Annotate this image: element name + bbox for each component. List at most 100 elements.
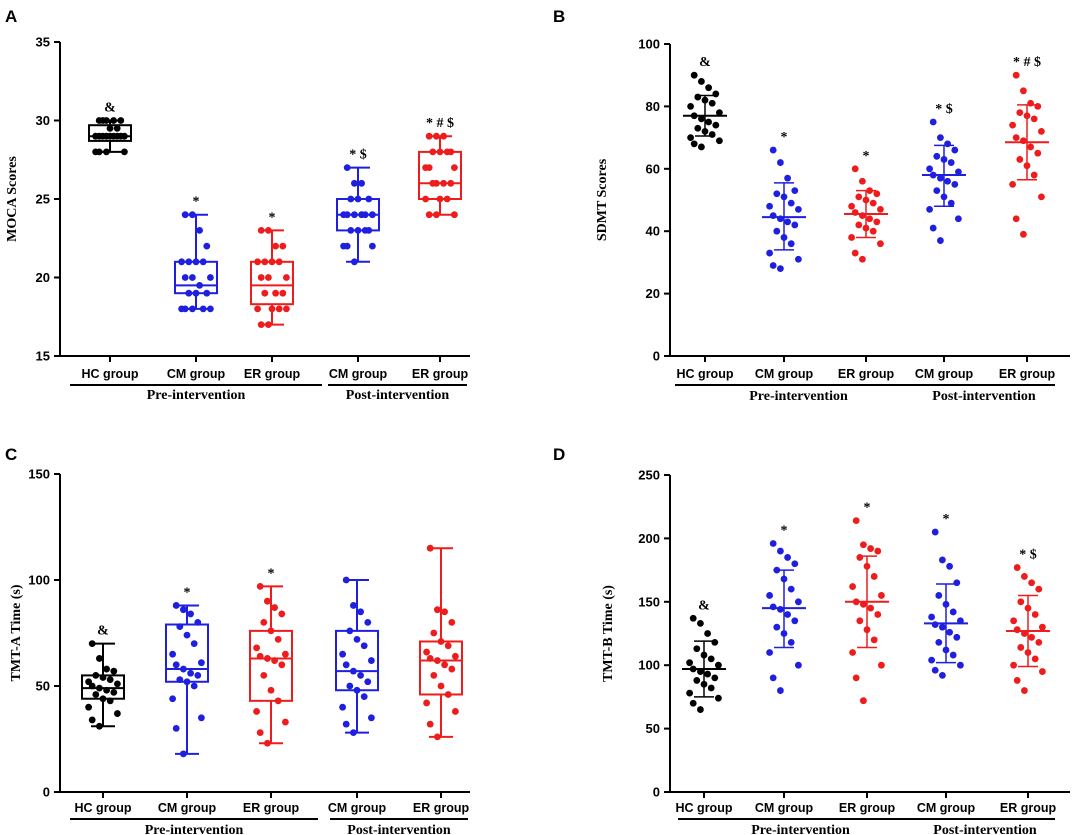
data-point (354, 227, 362, 234)
y-tick-label: 150 (28, 467, 50, 482)
data-point (766, 649, 773, 656)
group-3: * ER group (838, 149, 895, 381)
data-point (447, 179, 455, 187)
data-point (863, 562, 871, 570)
y-tick-label: 0 (653, 785, 660, 800)
data-point (949, 651, 957, 659)
x-category-label: ER group (412, 367, 469, 381)
data-point (931, 666, 939, 674)
data-point (339, 650, 346, 658)
group-1: & HC group (82, 101, 139, 382)
data-point (951, 146, 959, 154)
group-label: Pre-intervention (145, 823, 244, 835)
x-category-label: HC group (82, 367, 139, 381)
data-point (773, 190, 781, 198)
group-2: * CM group (755, 130, 814, 381)
data-point (946, 628, 953, 636)
data-point (874, 547, 882, 555)
data-point (689, 614, 697, 622)
data-point (426, 655, 434, 662)
data-point (256, 729, 264, 737)
data-point (436, 195, 444, 203)
data-point (791, 187, 799, 195)
data-point (860, 697, 867, 705)
data-point (99, 117, 107, 124)
data-point (935, 592, 943, 599)
data-point (198, 659, 205, 667)
data-point (172, 725, 180, 732)
data-point (855, 221, 863, 229)
panel-B: B SDMT Scores 0 20 40 60 80 100 & HC group * CM gro… (553, 7, 1070, 404)
data-point (870, 573, 878, 580)
data-point (342, 576, 350, 584)
data-point (944, 177, 951, 185)
data-point (117, 117, 125, 124)
y-tick-label: 100 (638, 37, 660, 52)
group-4: * $ CM group (329, 148, 388, 381)
data-point (787, 240, 795, 248)
data-point (867, 604, 874, 612)
data-point (690, 140, 698, 148)
group-4: CM group (328, 576, 387, 815)
data-point (769, 146, 777, 154)
data-point (256, 652, 264, 660)
significance-label: * (864, 501, 871, 516)
group-label: Post-intervention (932, 389, 1036, 404)
data-point (855, 193, 863, 201)
data-point (189, 211, 196, 219)
data-point (931, 621, 939, 629)
data-point (777, 606, 784, 613)
data-point (423, 699, 430, 707)
data-point (443, 148, 451, 156)
data-point (773, 566, 781, 574)
data-point (257, 227, 265, 234)
data-point (940, 193, 948, 201)
significance-label: * $ (935, 102, 953, 117)
data-point (256, 582, 264, 590)
data-point (271, 604, 278, 611)
data-point (866, 187, 873, 195)
data-point (929, 118, 937, 126)
data-point (933, 187, 941, 195)
data-point (708, 99, 716, 107)
data-point (274, 635, 282, 643)
data-point (780, 575, 788, 583)
significance-label: * (268, 566, 275, 581)
data-point (452, 708, 459, 715)
data-point (926, 205, 933, 213)
data-point (451, 211, 458, 219)
data-point (1023, 162, 1031, 170)
data-point (267, 627, 275, 635)
x-category-label: CM group (755, 801, 814, 815)
data-point (859, 255, 866, 263)
data-point (92, 691, 100, 698)
y-axis-label: MOCA Scores (5, 156, 20, 242)
data-point (430, 629, 438, 637)
data-point (283, 274, 290, 281)
data-point (851, 165, 859, 173)
data-point (106, 697, 114, 705)
data-point (769, 212, 777, 220)
data-point (99, 132, 107, 140)
data-point (96, 722, 103, 730)
y-tick-label: 20 (36, 270, 50, 285)
data-point (443, 195, 451, 203)
data-point (351, 211, 358, 219)
data-point (103, 665, 110, 673)
data-point (939, 556, 946, 564)
data-point (357, 608, 364, 616)
data-point (1020, 87, 1027, 95)
x-category-label: CM group (167, 367, 226, 381)
x-category-label: CM group (328, 801, 387, 815)
data-point (862, 196, 870, 204)
data-point (451, 164, 458, 172)
data-point (180, 606, 187, 614)
data-point (795, 661, 802, 669)
data-point (180, 665, 187, 673)
data-point (1020, 137, 1027, 145)
data-point (181, 211, 189, 219)
data-point (957, 661, 964, 669)
significance-label: & (699, 55, 711, 70)
data-point (368, 657, 375, 664)
significance-label: * # $ (1013, 55, 1041, 70)
